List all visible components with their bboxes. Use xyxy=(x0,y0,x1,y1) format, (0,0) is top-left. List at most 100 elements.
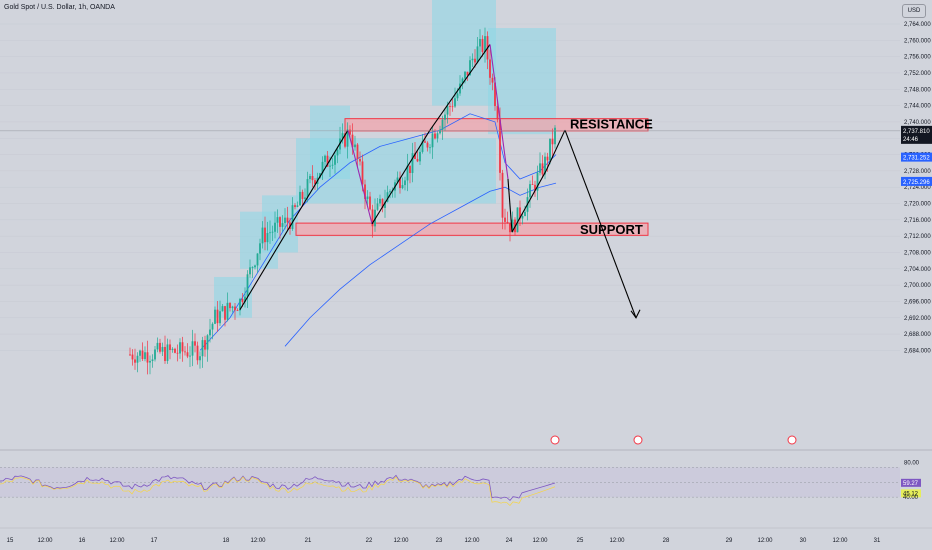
candle-body xyxy=(299,191,301,206)
event-flag-icon xyxy=(550,435,560,445)
time-tick-label: 21 xyxy=(305,538,312,544)
candle-body xyxy=(504,217,506,222)
price-tick-label: 2,704.000 xyxy=(904,267,931,273)
candle-body xyxy=(409,165,411,174)
candle-body xyxy=(314,180,316,185)
candle-body xyxy=(509,222,511,233)
candle-body xyxy=(414,153,416,159)
price-tick-label: 2,692.000 xyxy=(904,316,931,322)
candle-body xyxy=(344,133,346,147)
candle-body xyxy=(174,348,176,353)
candle-body xyxy=(251,267,254,269)
candle-body xyxy=(376,203,379,210)
price-tick-label: 2,756.000 xyxy=(904,55,931,61)
candle-body xyxy=(311,176,314,181)
candle-body xyxy=(459,83,461,94)
candle-body xyxy=(234,306,236,311)
trend-line-segment xyxy=(347,129,373,225)
candle-body xyxy=(531,184,534,185)
candle-body xyxy=(529,184,531,198)
support-zone xyxy=(295,222,649,236)
candle-body xyxy=(384,201,386,208)
candle-body xyxy=(324,155,326,162)
candle-body xyxy=(354,144,356,148)
candle-body xyxy=(366,196,369,199)
price-badge xyxy=(901,152,932,162)
candle-body xyxy=(269,232,271,234)
time-tick-label: 29 xyxy=(726,538,733,544)
candle-body xyxy=(554,127,556,145)
candle-body xyxy=(496,106,499,120)
candle-body xyxy=(326,155,329,167)
candle-body xyxy=(129,354,131,356)
candle-body xyxy=(401,185,404,189)
candle-body xyxy=(499,119,501,173)
price-tick-label: 2,748.000 xyxy=(904,87,931,93)
candle-body xyxy=(541,163,544,175)
candle-body xyxy=(209,329,211,336)
rsi-value-label: 40.00 xyxy=(903,495,919,501)
candle-body xyxy=(264,227,266,243)
rsi-line xyxy=(0,474,556,501)
candle-body xyxy=(136,355,139,363)
candle-body xyxy=(534,184,536,191)
time-tick-label: 24 xyxy=(506,538,513,544)
candle-body xyxy=(546,156,549,161)
candle-body xyxy=(304,197,306,199)
event-flag-icon xyxy=(633,435,643,445)
candle-body xyxy=(489,59,491,78)
candle-body xyxy=(351,134,354,148)
candle-body xyxy=(341,133,344,139)
currency-button[interactable]: USD xyxy=(902,4,926,18)
candle-body xyxy=(144,352,146,360)
candle-body xyxy=(261,227,264,244)
candle-body xyxy=(161,346,164,352)
candle-body xyxy=(464,71,466,79)
candle-body xyxy=(334,155,336,165)
candle-body xyxy=(169,344,171,350)
candle-body xyxy=(159,342,161,352)
candle-body xyxy=(424,141,426,143)
time-tick-label: 30 xyxy=(800,538,807,544)
candle-body xyxy=(294,205,296,207)
highlight-box xyxy=(432,0,496,106)
candle-body xyxy=(246,274,249,297)
candle-body xyxy=(189,355,191,357)
price-tick-label: 2,708.000 xyxy=(904,250,931,256)
price-tick-label: 2,744.000 xyxy=(904,104,931,110)
candle-body xyxy=(461,78,464,84)
time-tick-label: 25 xyxy=(577,538,584,544)
price-axis: 2,764.000 2,760.000 2,756.000 2,752.000 2,74… xyxy=(904,22,931,354)
candle-body xyxy=(481,38,484,52)
candle-body xyxy=(184,351,186,353)
candle-body xyxy=(296,205,299,207)
candle-body xyxy=(156,342,159,350)
highlight-box xyxy=(356,138,496,204)
time-tick-label: 12:00 xyxy=(464,538,480,544)
candle-body xyxy=(224,306,226,320)
candle-body xyxy=(244,296,246,302)
candle-body xyxy=(231,306,234,309)
candle-body xyxy=(346,129,349,147)
candle-body xyxy=(551,138,554,145)
candle-body xyxy=(519,207,521,219)
candle-body xyxy=(221,306,224,312)
candle-body xyxy=(484,36,486,52)
candle-body xyxy=(131,354,134,360)
candle-body xyxy=(239,298,241,311)
candle-body xyxy=(216,309,219,324)
candle-body xyxy=(434,133,436,139)
trend-line-segment xyxy=(239,129,349,310)
moving-average-slow xyxy=(284,182,557,347)
candle-body xyxy=(151,359,154,361)
event-flag-icon xyxy=(787,435,797,445)
candle-body xyxy=(219,311,221,324)
rsi-value-badge xyxy=(901,489,921,498)
candle-body xyxy=(361,161,364,185)
candle-body xyxy=(271,231,274,233)
candle-body xyxy=(379,198,381,204)
candle-body xyxy=(186,352,189,357)
rsi-value-label: 45.12 xyxy=(903,491,919,497)
price-tick-label: 2,712.000 xyxy=(904,234,931,240)
